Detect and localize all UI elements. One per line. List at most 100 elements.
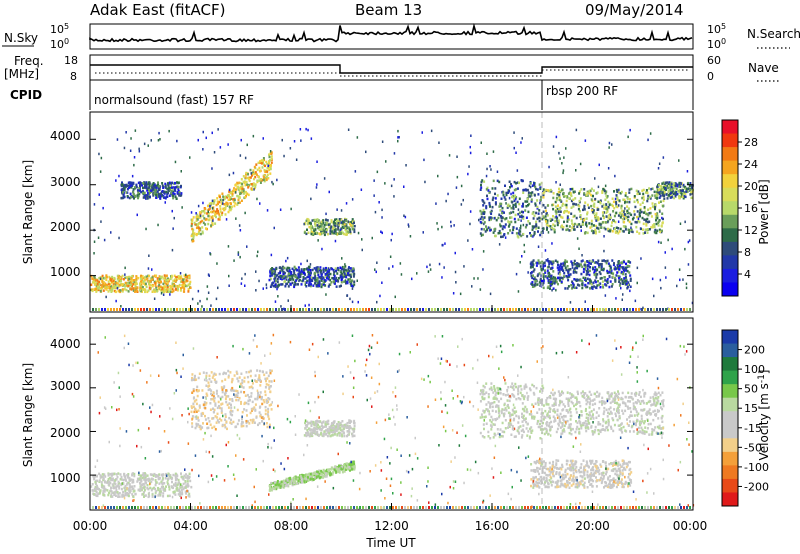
heatmap-cell bbox=[359, 308, 361, 311]
heatmap-cell bbox=[192, 230, 195, 234]
heatmap-cell bbox=[270, 157, 273, 161]
heatmap-cell bbox=[234, 202, 237, 205]
freq-trace bbox=[90, 64, 693, 74]
heatmap-cell bbox=[126, 184, 129, 188]
heatmap-cell bbox=[111, 495, 114, 498]
heatmap-cell bbox=[514, 194, 517, 198]
heatmap-cell bbox=[102, 206, 104, 210]
heatmap-cell bbox=[281, 283, 284, 286]
heatmap-cell bbox=[567, 216, 569, 219]
heatmap-cell bbox=[559, 273, 562, 276]
heatmap-cell bbox=[99, 283, 102, 287]
heatmap-cell bbox=[140, 484, 143, 487]
heatmap-cell bbox=[270, 268, 272, 271]
heatmap-cell bbox=[171, 282, 174, 285]
heatmap-cell bbox=[181, 206, 183, 209]
heatmap-cell bbox=[130, 277, 133, 280]
heatmap-cell bbox=[343, 275, 346, 278]
heatmap-cell bbox=[633, 200, 636, 203]
heatmap-cell bbox=[424, 180, 426, 184]
heatmap-cell bbox=[123, 494, 126, 498]
heatmap-cell bbox=[344, 279, 347, 282]
heatmap-cell bbox=[482, 218, 485, 221]
heatmap-cell bbox=[320, 308, 322, 311]
heatmap-cell bbox=[142, 190, 144, 193]
heatmap-cell bbox=[198, 229, 201, 232]
heatmap-cell bbox=[180, 193, 183, 197]
heatmap-cell bbox=[248, 179, 251, 183]
heatmap-cell bbox=[501, 191, 504, 194]
heatmap-cell bbox=[317, 239, 319, 242]
heatmap-cell bbox=[578, 308, 580, 311]
heatmap-cell bbox=[202, 422, 204, 425]
heatmap-cell bbox=[121, 183, 123, 186]
heatmap-cell bbox=[123, 288, 126, 291]
heatmap-cell bbox=[512, 207, 515, 210]
heatmap-cell bbox=[240, 372, 243, 375]
heatmap-cell bbox=[595, 230, 597, 234]
heatmap-cell bbox=[536, 274, 539, 278]
heatmap-cell bbox=[600, 226, 603, 229]
heatmap-cell bbox=[318, 275, 321, 279]
heatmap-cell bbox=[216, 200, 219, 203]
heatmap-cell bbox=[206, 208, 209, 212]
heatmap-cell bbox=[215, 210, 217, 213]
heatmap-cell bbox=[264, 386, 267, 389]
heatmap-cell bbox=[532, 270, 535, 273]
heatmap-cell bbox=[153, 290, 156, 293]
heatmap-cell bbox=[632, 216, 635, 220]
heatmap-cell bbox=[217, 128, 219, 131]
heatmap-cell bbox=[674, 191, 677, 194]
heatmap-cell bbox=[616, 230, 619, 233]
heatmap-cell bbox=[593, 202, 596, 206]
heatmap-cell bbox=[629, 128, 631, 132]
heatmap-cell bbox=[250, 187, 253, 190]
heatmap-cell bbox=[604, 198, 607, 201]
heatmap-cell bbox=[151, 487, 154, 490]
heatmap-cell bbox=[94, 475, 97, 478]
heatmap-cell bbox=[224, 195, 227, 198]
heatmap-cell bbox=[92, 281, 94, 284]
heatmap-cell bbox=[184, 480, 187, 483]
heatmap-cell bbox=[411, 277, 413, 281]
heatmap-cell bbox=[99, 476, 102, 479]
heatmap-cell bbox=[329, 278, 332, 282]
heatmap-cell bbox=[256, 168, 259, 172]
heatmap-cell bbox=[639, 214, 641, 218]
heatmap-cell bbox=[380, 230, 382, 233]
heatmap-cell bbox=[344, 274, 347, 277]
heatmap-cell bbox=[593, 273, 596, 276]
heatmap-cell bbox=[469, 210, 472, 213]
heatmap-cell bbox=[201, 226, 204, 229]
heatmap-cell bbox=[345, 280, 348, 284]
heatmap-cell bbox=[513, 180, 516, 184]
heatmap-cell bbox=[494, 203, 497, 206]
heatmap-cell bbox=[131, 275, 134, 278]
heatmap-cell bbox=[630, 222, 633, 226]
heatmap-cell bbox=[361, 248, 363, 252]
heatmap-cell bbox=[322, 219, 325, 222]
heatmap-cell bbox=[627, 207, 630, 210]
heatmap-cell bbox=[96, 288, 99, 292]
heatmap-cell bbox=[263, 179, 266, 183]
heatmap-cell bbox=[604, 294, 607, 297]
heatmap-cell bbox=[219, 195, 221, 199]
heatmap-cell bbox=[121, 290, 124, 293]
heatmap-cell bbox=[130, 137, 132, 140]
heatmap-cell bbox=[590, 187, 593, 191]
heatmap-cell bbox=[302, 308, 304, 311]
heatmap-cell bbox=[337, 268, 340, 272]
heatmap-cell bbox=[325, 230, 328, 234]
heatmap-cell bbox=[471, 285, 473, 288]
heatmap-cell bbox=[266, 377, 269, 380]
heatmap-cell bbox=[167, 189, 170, 192]
heatmap-cell bbox=[390, 238, 392, 242]
heatmap-cell bbox=[498, 180, 501, 184]
heatmap-cell bbox=[630, 226, 632, 229]
heatmap-cell bbox=[245, 419, 248, 423]
heatmap-cell bbox=[665, 188, 667, 191]
heatmap-cell bbox=[563, 195, 565, 198]
heatmap-cell bbox=[546, 212, 548, 215]
heatmap-cell bbox=[286, 269, 289, 273]
heatmap-cell bbox=[193, 396, 195, 399]
